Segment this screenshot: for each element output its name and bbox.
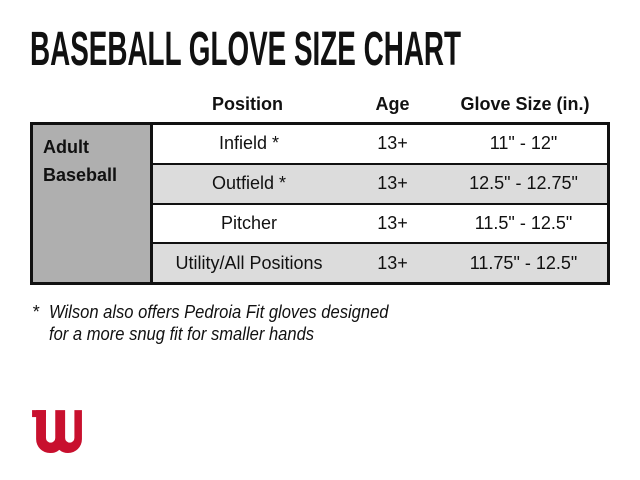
footnote-line2: for a more snug fit for smaller hands [49, 324, 315, 344]
age-cell: 13+ [377, 212, 408, 233]
page-title: BASEBALL GLOVE SIZE CHART [30, 23, 462, 76]
column-header-age: Age [375, 93, 410, 114]
footnote-line1: Wilson also offers Pedroia Fit gloves de… [49, 302, 389, 322]
table-row-utility: Utility/All Positions 13+ 11.75" - 12.5" [153, 242, 607, 282]
table-row-infield: Infield * 13+ 11" - 12" [153, 125, 607, 163]
row-group-label-line2: Baseball [43, 164, 118, 185]
footnote: * Wilson also offers Pedroia Fit gloves … [32, 301, 418, 345]
row-group-label-line1: Adult [43, 137, 89, 157]
position-cell: Utility/All Positions [175, 252, 323, 273]
footnote-text: Wilson also offers Pedroia Fit gloves de… [49, 301, 389, 345]
column-header-position: Position [212, 93, 283, 114]
position-cell: Outfield * [211, 173, 287, 194]
row-group-label: Adult Baseball [33, 125, 153, 282]
footnote-asterisk: * [32, 302, 40, 322]
glove-size-cell: 12.5" - 12.75" [469, 173, 578, 194]
table-column-headers: Position Age Glove Size (in.) [150, 92, 610, 116]
age-cell: 13+ [377, 173, 408, 194]
table-row-outfield: Outfield * 13+ 12.5" - 12.75" [153, 162, 607, 203]
age-cell: 13+ [377, 133, 408, 154]
age-cell: 13+ [377, 252, 408, 273]
wilson-w-glyph [32, 410, 82, 454]
glove-size-table: Adult Baseball Infield * 13+ 11" - 12" O… [30, 122, 610, 285]
position-cell: Pitcher [220, 212, 278, 233]
wilson-w-logo-icon [32, 410, 82, 454]
glove-size-cell: 11.5" - 12.5" [474, 212, 573, 233]
position-cell: Infield * [218, 133, 280, 154]
glove-size-cell: 11.75" - 12.5" [469, 252, 578, 273]
column-header-glove-size: Glove Size (in.) [460, 93, 590, 114]
table-body: Infield * 13+ 11" - 12" Outfield * 13+ 1… [153, 125, 607, 282]
table-row-pitcher: Pitcher 13+ 11.5" - 12.5" [153, 202, 607, 243]
glove-size-cell: 11" - 12" [489, 133, 558, 154]
